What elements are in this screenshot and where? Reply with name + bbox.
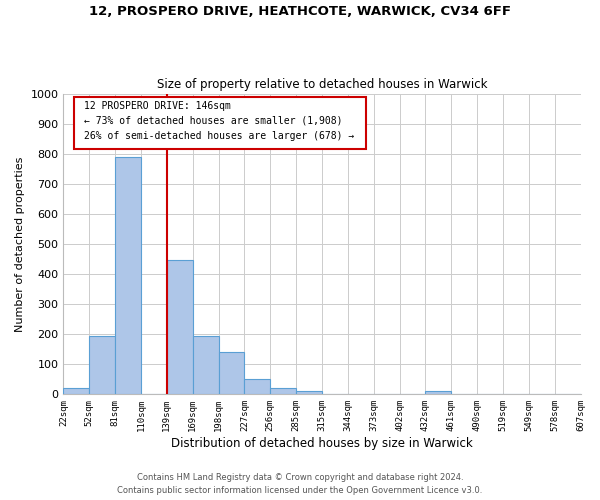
Text: 12 PROSPERO DRIVE: 146sqm
← 73% of detached houses are smaller (1,908)
26% of se: 12 PROSPERO DRIVE: 146sqm ← 73% of detac…: [84, 101, 355, 140]
Bar: [115, 156, 141, 394]
Bar: [425, 392, 451, 394]
FancyBboxPatch shape: [74, 96, 366, 149]
Bar: [244, 380, 270, 394]
Bar: [89, 336, 115, 394]
Text: 12, PROSPERO DRIVE, HEATHCOTE, WARWICK, CV34 6FF: 12, PROSPERO DRIVE, HEATHCOTE, WARWICK, …: [89, 5, 511, 18]
Y-axis label: Number of detached properties: Number of detached properties: [15, 156, 25, 332]
Bar: [218, 352, 244, 395]
X-axis label: Distribution of detached houses by size in Warwick: Distribution of detached houses by size …: [171, 437, 473, 450]
Bar: [270, 388, 296, 394]
Bar: [167, 260, 193, 394]
Text: Contains HM Land Registry data © Crown copyright and database right 2024.
Contai: Contains HM Land Registry data © Crown c…: [118, 474, 482, 495]
Title: Size of property relative to detached houses in Warwick: Size of property relative to detached ho…: [157, 78, 487, 91]
Bar: [193, 336, 218, 394]
Bar: [64, 388, 89, 394]
Bar: [296, 392, 322, 394]
